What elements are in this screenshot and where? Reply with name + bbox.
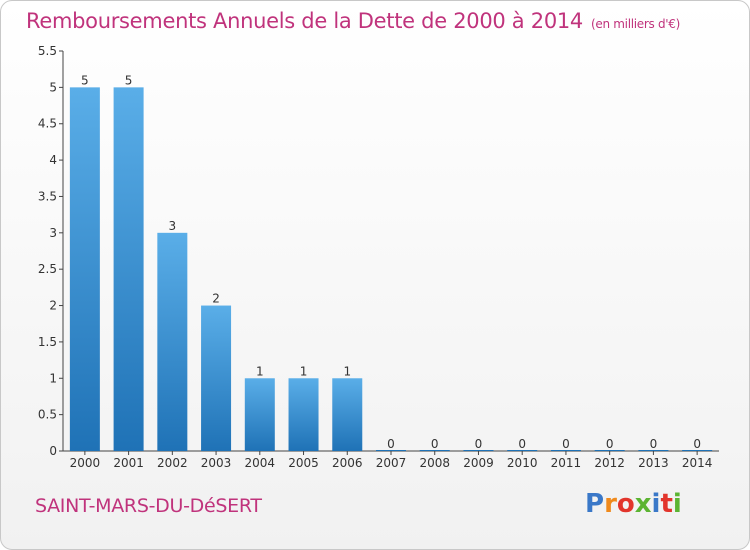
value-label: 0 — [431, 437, 439, 451]
y-tick-label: 2 — [49, 299, 57, 313]
y-tick-label: 2.5 — [38, 262, 57, 276]
value-label: 1 — [343, 364, 351, 378]
bar-2006 — [332, 378, 363, 451]
logo-letter: o — [616, 489, 635, 519]
logo-letter: r — [604, 489, 617, 519]
value-label: 1 — [256, 364, 264, 378]
x-tick-label: 2003 — [201, 456, 232, 470]
y-tick-label: 5 — [49, 80, 57, 94]
value-label: 2 — [212, 292, 220, 306]
value-label: 0 — [387, 437, 395, 451]
bar-2003 — [201, 305, 232, 451]
logo-letter: t — [660, 489, 673, 519]
bar-2002 — [157, 232, 188, 451]
x-tick-label: 2007 — [376, 456, 407, 470]
x-tick-label: 2010 — [507, 456, 538, 470]
value-label: 0 — [693, 437, 701, 451]
x-tick-label: 2014 — [682, 456, 713, 470]
y-tick-label: 0 — [49, 444, 57, 458]
labels: 00.511.522.533.544.555.52000520015200232… — [38, 44, 713, 470]
value-label: 0 — [518, 437, 526, 451]
y-tick-label: 1.5 — [38, 335, 57, 349]
bar-2005 — [288, 378, 319, 451]
y-tick-label: 4 — [49, 153, 57, 167]
x-tick-label: 2000 — [70, 456, 101, 470]
value-label: 0 — [475, 437, 483, 451]
value-label: 0 — [606, 437, 614, 451]
logo-letter: i — [672, 489, 682, 519]
x-tick-label: 2012 — [594, 456, 625, 470]
bar-2001 — [113, 87, 144, 451]
x-tick-label: 2013 — [638, 456, 669, 470]
chart-title-text: Remboursements Annuels de la Dette de 20… — [26, 9, 583, 33]
y-tick-label: 4.5 — [38, 117, 57, 131]
bar-2004 — [244, 378, 275, 451]
value-label: 5 — [125, 73, 133, 87]
y-tick-label: 3 — [49, 226, 57, 240]
value-label: 3 — [169, 219, 177, 233]
logo-letter: i — [651, 489, 661, 519]
x-tick-label: 2001 — [113, 456, 144, 470]
chart-title: Remboursements Annuels de la Dette de 20… — [26, 9, 680, 33]
x-tick-label: 2002 — [157, 456, 188, 470]
y-tick-label: 0.5 — [38, 408, 57, 422]
logo-letter: P — [585, 489, 605, 519]
y-tick-label: 1 — [49, 371, 57, 385]
logo-letter: x — [634, 489, 652, 519]
y-tick-label: 5.5 — [38, 44, 57, 58]
proxiti-logo: Proxiti — [585, 489, 682, 519]
x-tick-label: 2004 — [245, 456, 276, 470]
x-tick-label: 2008 — [419, 456, 450, 470]
city-name: SAINT-MARS-DU-DéSERT — [35, 495, 262, 517]
value-label: 1 — [300, 364, 308, 378]
y-tick-label: 3.5 — [38, 189, 57, 203]
x-tick-label: 2011 — [551, 456, 582, 470]
value-label: 0 — [562, 437, 570, 451]
x-tick-label: 2005 — [288, 456, 319, 470]
chart-unit: (en milliers d'€) — [591, 17, 681, 31]
value-label: 0 — [650, 437, 658, 451]
x-tick-label: 2009 — [463, 456, 494, 470]
bars — [69, 87, 713, 451]
bar-2000 — [69, 87, 100, 451]
value-label: 5 — [81, 73, 89, 87]
x-tick-label: 2006 — [332, 456, 363, 470]
